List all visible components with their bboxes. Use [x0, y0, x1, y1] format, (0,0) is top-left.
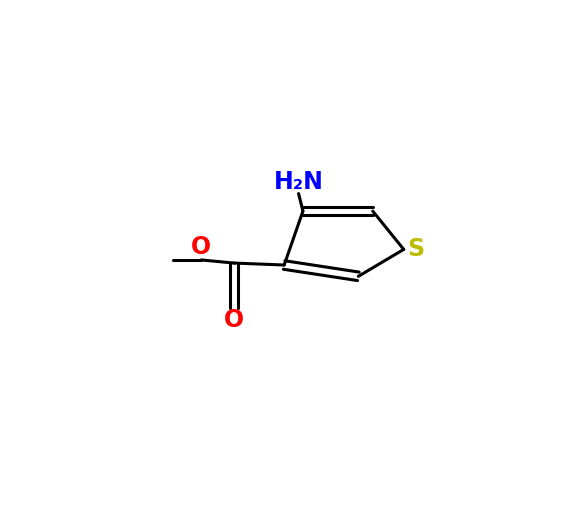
- Text: O: O: [224, 308, 244, 332]
- Text: O: O: [191, 235, 211, 260]
- Text: H₂N: H₂N: [274, 170, 324, 194]
- Text: S: S: [408, 237, 425, 262]
